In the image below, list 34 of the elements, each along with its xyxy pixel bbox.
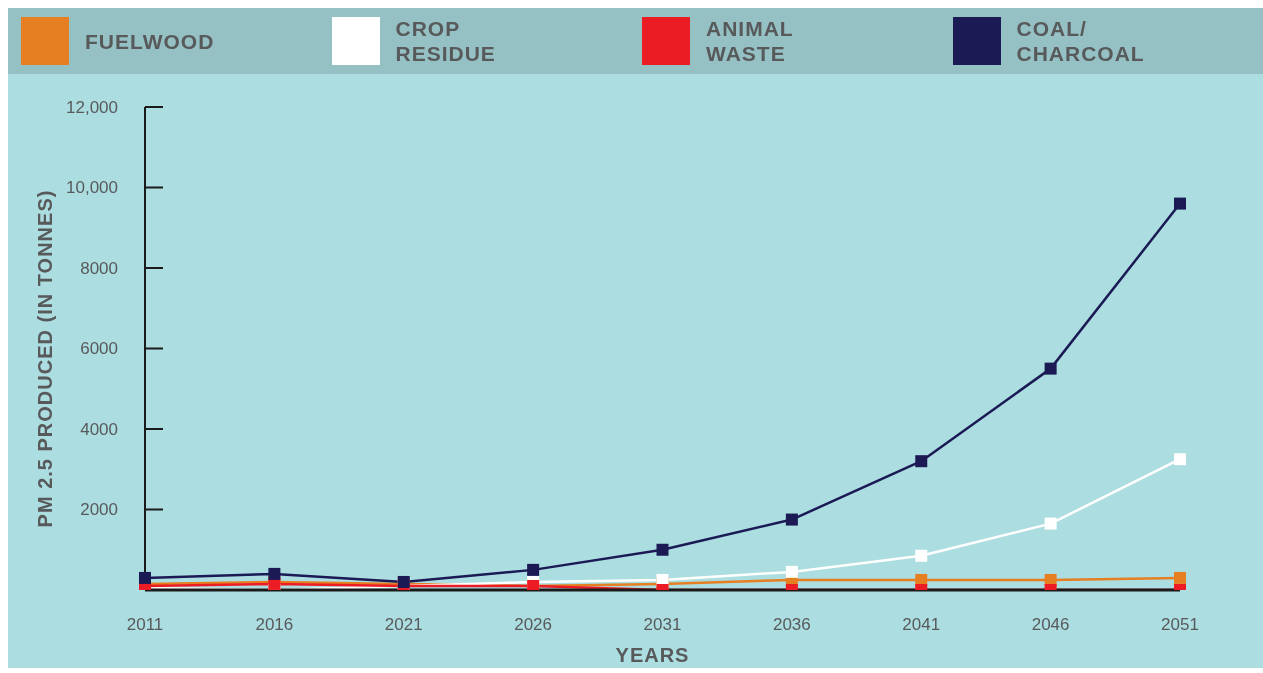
point	[1174, 453, 1186, 466]
y-tick-label: 6000	[80, 339, 118, 359]
legend-label: COAL/CHARCOAL	[1016, 16, 1146, 66]
x-tick-label: 2036	[772, 615, 811, 635]
x-tick-label: 2046	[1031, 615, 1070, 635]
x-tick-label: 2041	[902, 615, 941, 635]
point	[139, 571, 151, 584]
x-tick-label: 2031	[643, 615, 682, 635]
y-axis-title: PM 2.5 PRODUCED (IN TONNES)	[34, 189, 56, 528]
point	[656, 543, 669, 556]
point	[1044, 517, 1057, 530]
point	[1044, 362, 1057, 375]
legend-label: FUELWOOD	[85, 28, 215, 54]
point	[915, 455, 928, 468]
point	[268, 567, 281, 580]
legend-label: CROP RESIDUE	[395, 16, 497, 66]
x-axis-title: YEARS	[615, 644, 690, 666]
y-tick-label: 4000	[80, 419, 118, 439]
y-tick-label: 10,000	[66, 178, 118, 198]
y-tick-label: 2000	[80, 500, 118, 520]
point	[785, 565, 798, 578]
point	[785, 513, 798, 526]
y-tick-label: 8000	[80, 258, 118, 278]
legend-label: ANIMAL WASTE	[706, 16, 795, 66]
point	[527, 563, 540, 576]
x-tick-label: 2021	[384, 615, 423, 635]
x-tick-label: 2026	[514, 615, 553, 635]
point	[1174, 571, 1186, 584]
x-tick-label: 2016	[255, 615, 294, 635]
point	[915, 549, 928, 562]
point	[1174, 197, 1186, 210]
y-tick-label: 12,000	[66, 97, 118, 117]
x-tick-label: 2011	[126, 615, 164, 635]
x-tick-label: 2051	[1161, 615, 1199, 635]
